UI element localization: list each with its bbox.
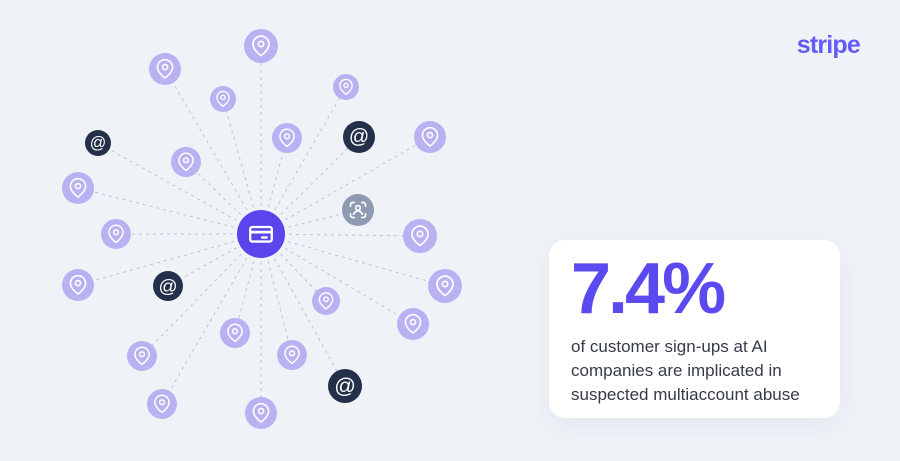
location-pin-node bbox=[403, 219, 437, 253]
stripe-logo: stripe bbox=[796, 31, 861, 59]
stat-card: 7.4% of customer sign-ups at AI companie… bbox=[549, 240, 840, 418]
email-at-node: @ bbox=[328, 369, 362, 403]
identity-scan-node bbox=[342, 194, 374, 226]
location-pin-icon bbox=[227, 323, 243, 343]
location-pin-icon bbox=[216, 90, 230, 107]
location-pin-node bbox=[147, 389, 177, 419]
location-pin-node bbox=[245, 397, 277, 429]
location-pin-icon bbox=[178, 152, 194, 172]
location-pin-node bbox=[397, 308, 429, 340]
location-pin-node bbox=[244, 29, 278, 63]
location-pin-node bbox=[101, 219, 131, 249]
credit-card-icon bbox=[249, 225, 273, 243]
location-pin-node bbox=[272, 123, 302, 153]
email-at-node: @ bbox=[85, 130, 111, 156]
at-sign-icon: @ bbox=[90, 134, 107, 152]
location-pin-node bbox=[149, 53, 181, 85]
location-pin-icon bbox=[134, 346, 150, 366]
location-pin-node bbox=[62, 172, 94, 204]
location-pin-icon bbox=[156, 58, 174, 79]
location-pin-node bbox=[414, 121, 446, 153]
location-pin-icon bbox=[108, 224, 124, 244]
location-pin-icon bbox=[339, 78, 353, 95]
location-pin-icon bbox=[69, 177, 87, 198]
location-pin-icon bbox=[154, 394, 170, 414]
location-pin-icon bbox=[279, 128, 295, 148]
face-scan-icon bbox=[349, 201, 367, 219]
location-pin-icon bbox=[318, 292, 334, 310]
location-pin-node bbox=[127, 341, 157, 371]
network-diagram: @ @ @ @ bbox=[62, 29, 462, 429]
stat-description: of customer sign-ups at AI companies are… bbox=[571, 336, 800, 404]
credit-card-center-node bbox=[237, 210, 285, 258]
at-sign-icon: @ bbox=[349, 126, 369, 148]
location-pin-node bbox=[312, 287, 340, 315]
at-sign-icon: @ bbox=[334, 374, 356, 398]
location-pin-icon bbox=[252, 35, 270, 57]
location-pin-icon bbox=[404, 313, 422, 334]
location-pin-node bbox=[333, 74, 359, 100]
location-pin-node bbox=[220, 318, 250, 348]
location-pin-node bbox=[62, 269, 94, 301]
email-at-node: @ bbox=[153, 271, 183, 301]
location-pin-icon bbox=[284, 345, 300, 365]
at-sign-icon: @ bbox=[158, 276, 177, 297]
email-at-node: @ bbox=[343, 121, 375, 153]
stat-value: 7.4% bbox=[571, 249, 726, 329]
location-pin-icon bbox=[69, 274, 87, 295]
location-pin-node bbox=[210, 86, 236, 112]
location-pin-icon bbox=[436, 275, 454, 297]
location-pin-node bbox=[171, 147, 201, 177]
location-pin-icon bbox=[411, 225, 429, 247]
location-pin-node bbox=[277, 340, 307, 370]
location-pin-node bbox=[428, 269, 462, 303]
location-pin-icon bbox=[421, 126, 439, 147]
location-pin-icon bbox=[252, 402, 270, 423]
